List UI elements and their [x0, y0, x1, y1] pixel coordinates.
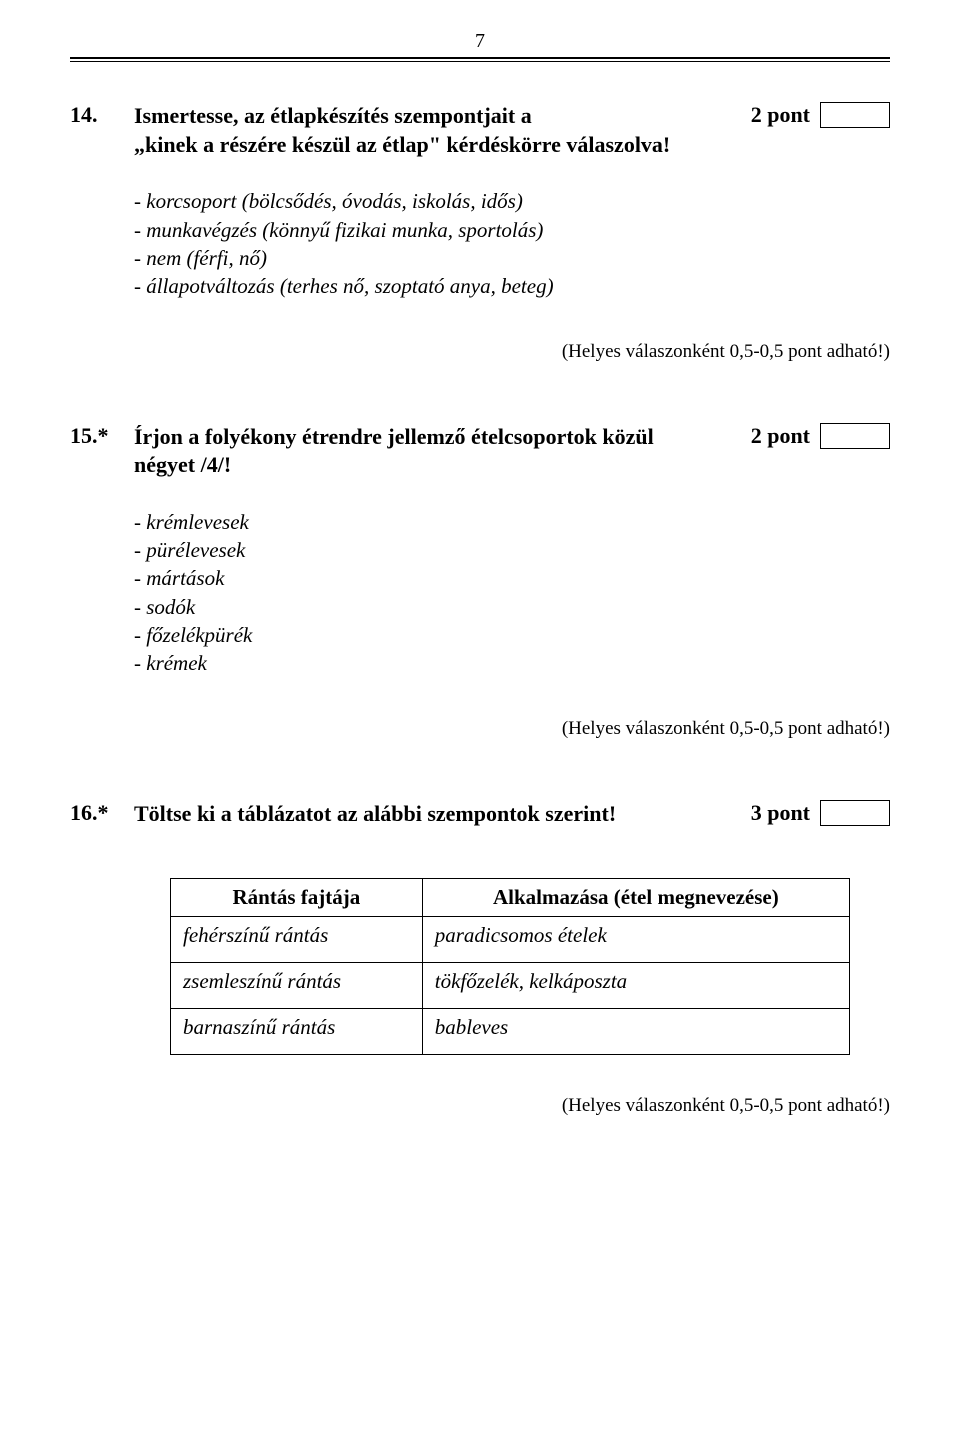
- question-15-title-line1: Írjon a folyékony étrendre jellemző étel…: [134, 424, 654, 449]
- table-cell-a: zsemleszínű rántás: [171, 963, 423, 1009]
- answer-line: - pürélevesek: [134, 536, 890, 564]
- question-15-header: 15.* Írjon a folyékony étrendre jellemző…: [70, 423, 890, 480]
- answer-line: - munkavégzés (könnyű fizikai munka, spo…: [134, 216, 890, 244]
- question-15-title-line2: négyet /4/!: [134, 452, 231, 477]
- question-14-header: 14. Ismertesse, az étlapkészítés szempon…: [70, 102, 890, 159]
- question-16-score-box[interactable]: [820, 800, 890, 826]
- divider-top1: [70, 57, 890, 59]
- question-14-number: 14.: [70, 102, 124, 128]
- question-16-note: (Helyes válaszonként 0,5-0,5 pont adható…: [70, 1095, 890, 1117]
- table-row: fehérszínű rántás paradicsomos ételek: [171, 917, 850, 963]
- question-16-header: 16.* Töltse ki a táblázatot az alábbi sz…: [70, 800, 890, 829]
- question-15-title: Írjon a folyékony étrendre jellemző étel…: [134, 423, 739, 480]
- question-14-answers: - korcsoport (bölcsődés, óvodás, iskolás…: [134, 187, 890, 300]
- question-14-title-line1: Ismertesse, az étlapkészítés szempontjai…: [134, 103, 532, 128]
- page-number: 7: [70, 30, 890, 53]
- question-15-score-box[interactable]: [820, 423, 890, 449]
- answer-line: - krémlevesek: [134, 508, 890, 536]
- answer-line: - sodók: [134, 593, 890, 621]
- question-16-table: Rántás fajtája Alkalmazása (étel megneve…: [170, 878, 850, 1055]
- page: 7 14. Ismertesse, az étlapkészítés szemp…: [0, 0, 960, 1448]
- question-16-title: Töltse ki a táblázatot az alábbi szempon…: [134, 800, 739, 829]
- question-14-note: (Helyes válaszonként 0,5-0,5 pont adható…: [70, 341, 890, 363]
- question-14: 14. Ismertesse, az étlapkészítés szempon…: [70, 102, 890, 363]
- question-15-answers: - krémlevesek - pürélevesek - mártások -…: [134, 508, 890, 678]
- table-cell-b: tökfőzelék, kelkáposzta: [422, 963, 849, 1009]
- table-cell-a: fehérszínű rántás: [171, 917, 423, 963]
- table-header-row: Rántás fajtája Alkalmazása (étel megneve…: [171, 879, 850, 917]
- answer-line: - krémek: [134, 649, 890, 677]
- question-14-points: 2 pont: [751, 102, 810, 128]
- question-15-points: 2 pont: [751, 423, 810, 449]
- answer-line: - főzelékpürék: [134, 621, 890, 649]
- table-header-a: Rántás fajtája: [171, 879, 423, 917]
- question-15-number: 15.*: [70, 423, 124, 449]
- answer-line: - nem (férfi, nő): [134, 244, 890, 272]
- table-cell-a: barnaszínű rántás: [171, 1009, 423, 1055]
- answer-line: - korcsoport (bölcsődés, óvodás, iskolás…: [134, 187, 890, 215]
- question-15: 15.* Írjon a folyékony étrendre jellemző…: [70, 423, 890, 740]
- question-14-title: Ismertesse, az étlapkészítés szempontjai…: [134, 102, 739, 159]
- table-cell-b: bableves: [422, 1009, 849, 1055]
- answer-line: - állapotváltozás (terhes nő, szoptató a…: [134, 272, 890, 300]
- question-14-title-line2: „kinek a részére készül az étlap" kérdés…: [134, 132, 670, 157]
- question-15-note: (Helyes válaszonként 0,5-0,5 pont adható…: [70, 718, 890, 740]
- question-16-points: 3 pont: [751, 800, 810, 826]
- answer-line: - mártások: [134, 564, 890, 592]
- divider-top2: [70, 61, 890, 62]
- question-16-number: 16.*: [70, 800, 124, 826]
- table-row: zsemleszínű rántás tökfőzelék, kelkáposz…: [171, 963, 850, 1009]
- question-16: 16.* Töltse ki a táblázatot az alábbi sz…: [70, 800, 890, 1118]
- table-header-b: Alkalmazása (étel megnevezése): [422, 879, 849, 917]
- table-row: barnaszínű rántás bableves: [171, 1009, 850, 1055]
- question-14-score-box[interactable]: [820, 102, 890, 128]
- table-cell-b: paradicsomos ételek: [422, 917, 849, 963]
